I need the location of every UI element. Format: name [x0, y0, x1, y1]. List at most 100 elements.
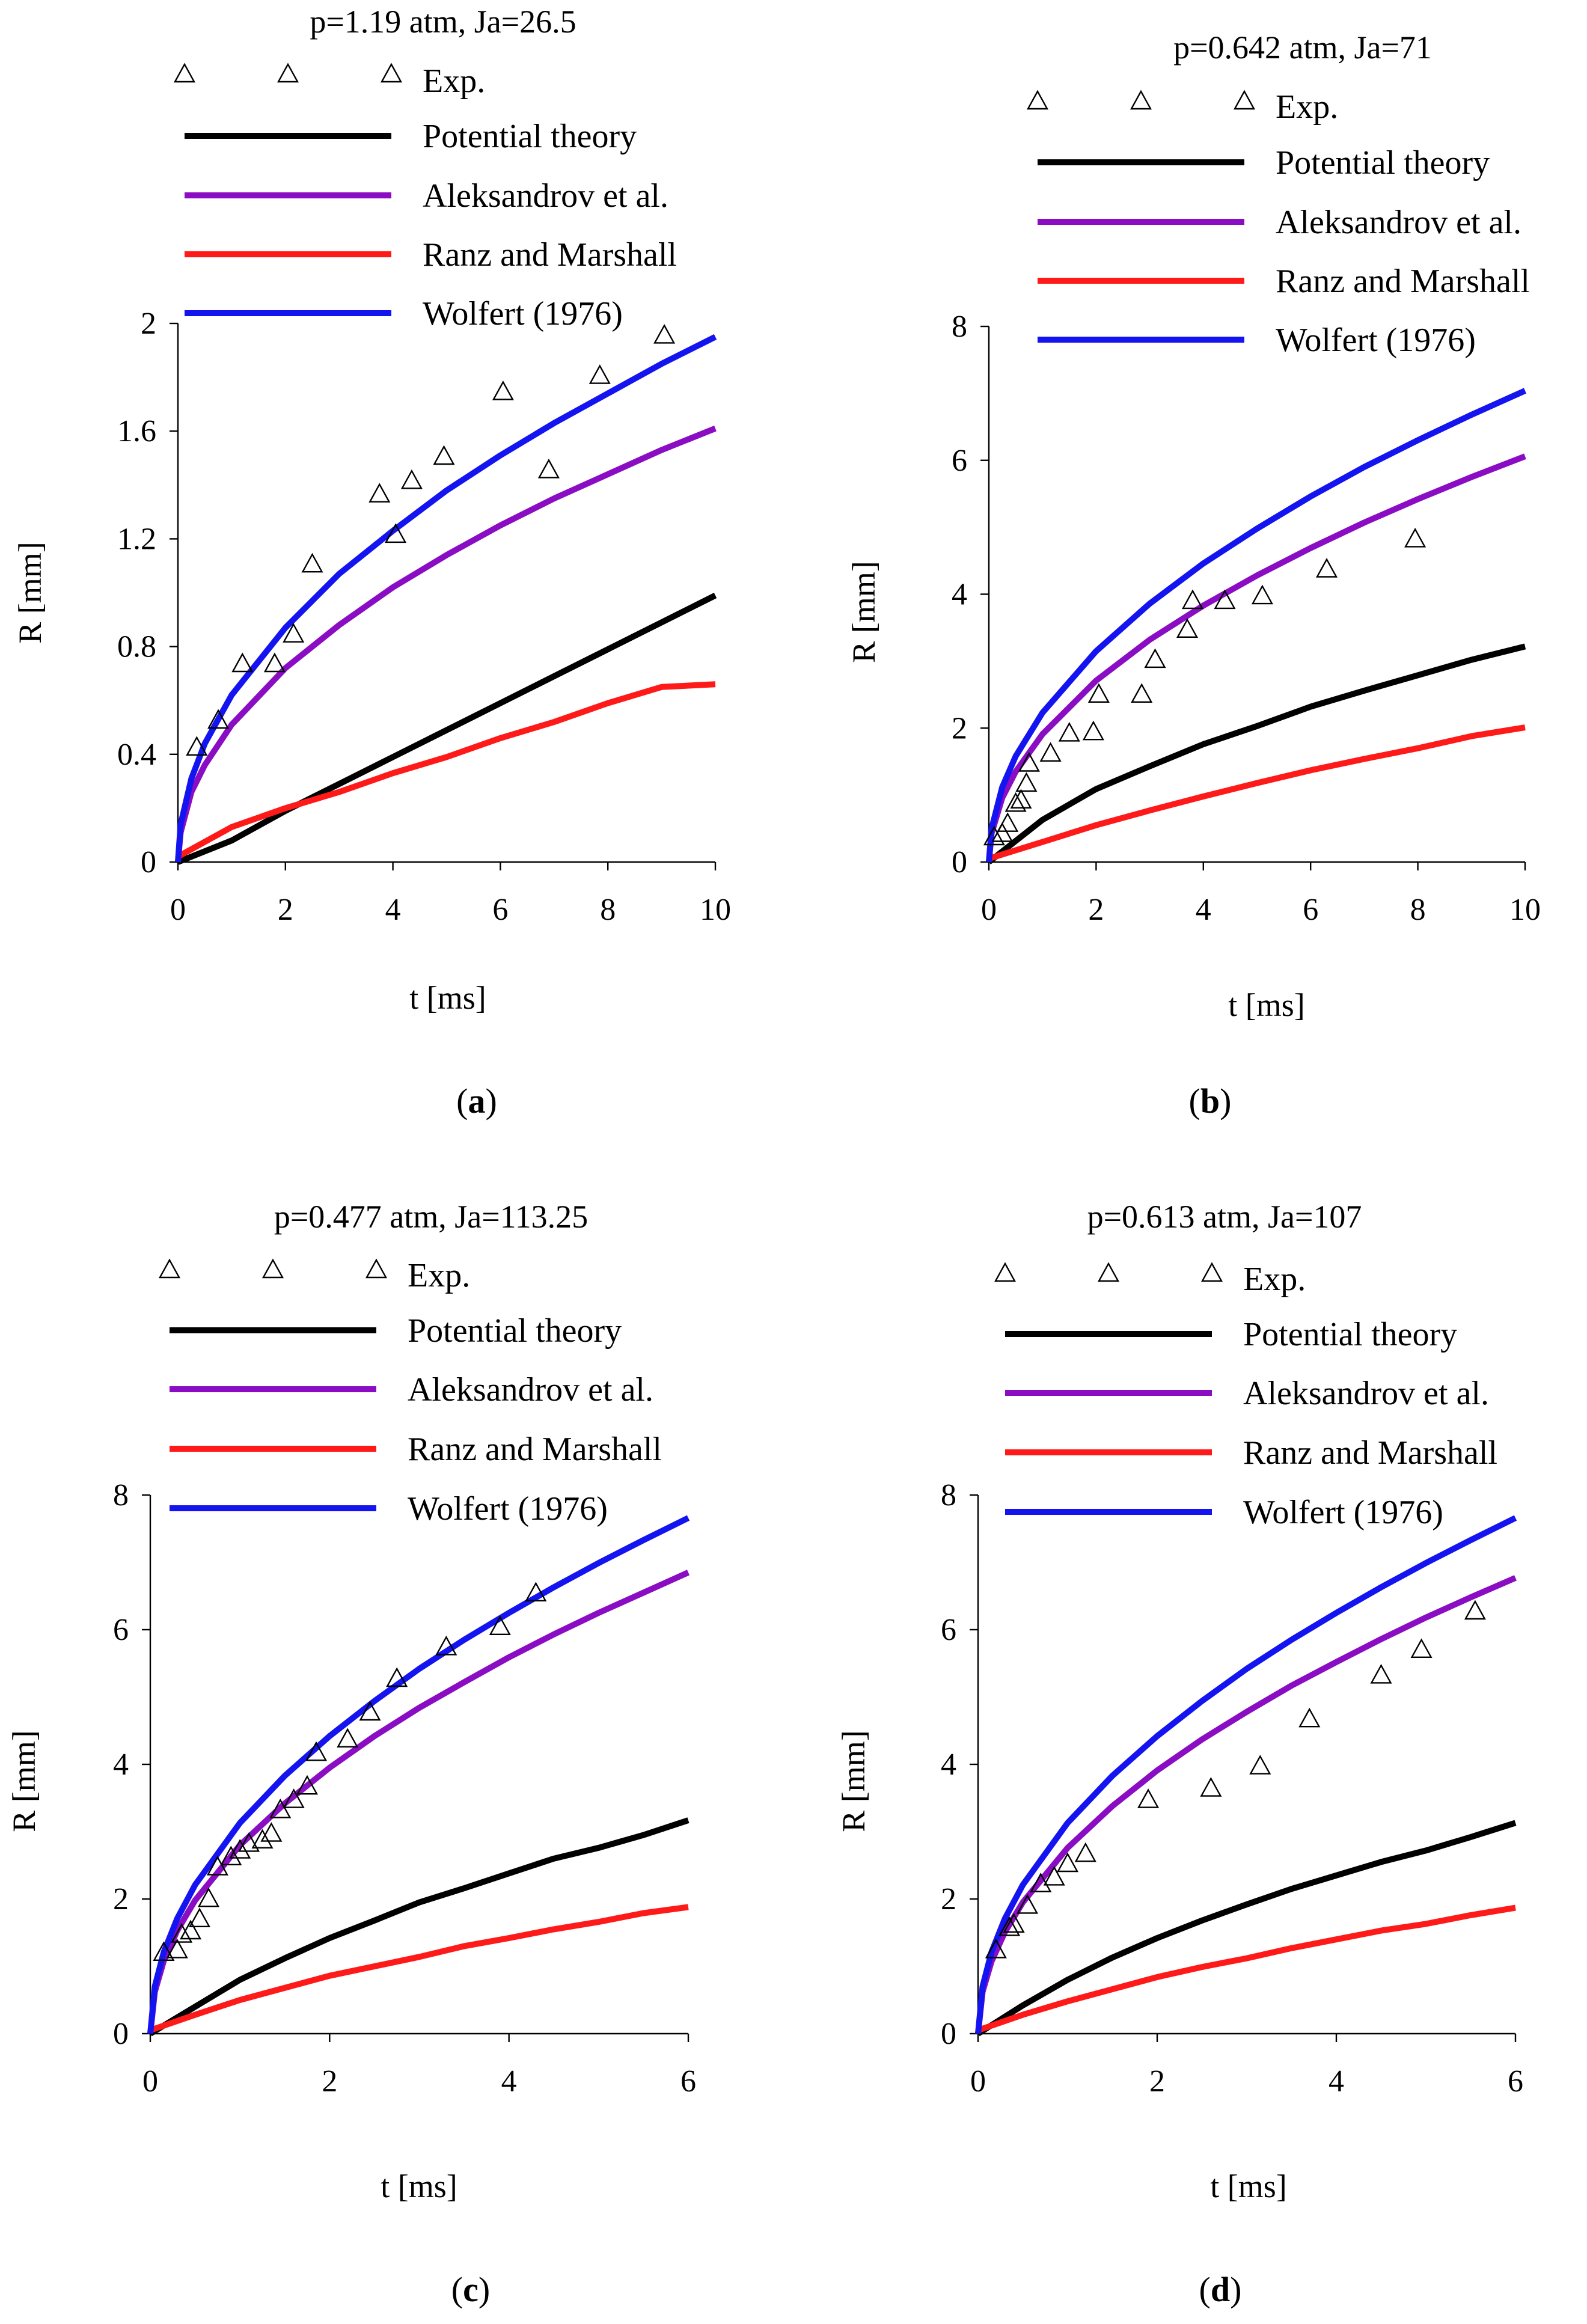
y-tick-label: 0 — [941, 2017, 956, 2051]
exp-point — [1016, 1894, 1039, 1914]
exp-point — [1056, 1852, 1079, 1873]
series-line-ranz — [977, 1904, 1516, 2034]
x-tick-label: 2 — [278, 893, 293, 927]
legend-label-aleksandrov: Aleksandrov et al. — [423, 177, 668, 215]
x-axis-title: t [ms] — [1210, 2168, 1287, 2204]
exp-point — [985, 1938, 1007, 1959]
x-tick-label: 6 — [1303, 893, 1318, 927]
exp-point — [1131, 683, 1153, 703]
x-tick-label: 0 — [142, 2064, 158, 2099]
x-tick-label: 2 — [1088, 893, 1104, 927]
x-tick-label: 4 — [1196, 893, 1211, 927]
exp-point — [166, 1938, 188, 1959]
exp-point — [1018, 752, 1040, 772]
legend: Exp. Potential theory Aleksandrov et al.… — [173, 63, 677, 332]
chart-title: p=0.642 atm, Ja=71 — [1173, 29, 1432, 66]
legend-exp-marker — [994, 1262, 1017, 1282]
series-line-aleksandrov — [986, 453, 1526, 863]
exp-point — [537, 458, 560, 479]
exp-point — [186, 736, 208, 756]
y-tick-label: 0 — [113, 2017, 129, 2051]
exp-point — [983, 825, 1005, 846]
y-axis-title: R [mm] — [12, 542, 48, 644]
series-line-potential — [177, 593, 717, 865]
series-line-aleksandrov — [147, 1570, 690, 2034]
y-tick-label: 0 — [141, 845, 156, 879]
exp-point — [1039, 742, 1062, 762]
exp-point — [180, 1919, 202, 1940]
series-line-wolfert — [986, 388, 1527, 863]
series-line-aleksandrov — [975, 1575, 1517, 2034]
x-tick-label: 2 — [322, 2064, 337, 2099]
exp-point — [207, 709, 230, 729]
panel-label: (c) — [451, 2270, 490, 2309]
y-tick-label: 6 — [952, 444, 967, 478]
exp-point — [997, 812, 1019, 832]
chart-panel-a: p=1.19 atm, Ja=26.5 Exp. Potential theor… — [12, 4, 731, 1121]
exp-point — [492, 381, 514, 400]
y-tick-label: 2 — [113, 1882, 129, 1916]
legend-exp-marker — [173, 63, 196, 83]
exp-point — [197, 1887, 220, 1907]
exp-point — [1010, 789, 1032, 809]
x-axis-title: t [ms] — [1228, 987, 1305, 1023]
chart-title: p=0.477 atm, Ja=113.25 — [274, 1199, 588, 1235]
exp-point — [525, 1582, 547, 1602]
exp-point — [998, 1916, 1021, 1936]
exp-point — [238, 1832, 260, 1852]
exp-point — [1370, 1663, 1392, 1684]
exp-point — [188, 1907, 211, 1928]
y-tick-label: 0.4 — [117, 738, 156, 772]
y-axis-title: R [mm] — [836, 1730, 872, 1832]
exp-point — [296, 1775, 319, 1795]
exp-point — [206, 1856, 228, 1876]
exp-point — [359, 1701, 381, 1721]
y-tick-label: 6 — [941, 1613, 956, 1647]
x-tick-label: 8 — [1410, 893, 1426, 927]
exp-point — [337, 1728, 359, 1748]
exp-point — [1082, 720, 1104, 741]
legend-label-potential: Potential theory — [423, 118, 637, 155]
legend-label-wolfert: Wolfert (1976) — [423, 295, 623, 332]
exp-point — [1214, 589, 1236, 610]
y-tick-label: 4 — [113, 1748, 129, 1782]
exp-point — [220, 1845, 242, 1866]
exp-point — [1251, 584, 1273, 605]
x-tick-label: 8 — [600, 893, 616, 927]
series-line-ranz — [176, 681, 716, 860]
exp-point — [1249, 1755, 1271, 1775]
exp-point — [435, 1635, 457, 1656]
y-tick-label: 8 — [113, 1478, 129, 1512]
legend-label-aleksandrov: Aleksandrov et al. — [408, 1371, 653, 1408]
x-tick-label: 6 — [492, 893, 508, 927]
exp-point — [269, 1798, 292, 1818]
y-tick-label: 2 — [141, 307, 156, 341]
exp-point — [1074, 1842, 1096, 1862]
legend-label-exp: Exp. — [1276, 88, 1338, 126]
exp-point — [283, 1788, 305, 1808]
exp-point — [1015, 772, 1038, 792]
plot-area: 0 2 4 6 8 0 2 4 6 — [113, 1478, 696, 2099]
legend-label-exp: Exp. — [423, 63, 485, 100]
series-line-wolfert — [147, 1515, 690, 2034]
y-tick-label: 1.6 — [117, 414, 156, 448]
exp-point — [1087, 683, 1110, 703]
legend-label-potential: Potential theory — [1276, 144, 1490, 182]
y-axis-title: R [mm] — [6, 1730, 42, 1832]
exp-point — [1176, 618, 1199, 638]
y-tick-label: 2 — [941, 1882, 956, 1916]
series-line-aleksandrov — [175, 426, 717, 863]
exp-point — [305, 1741, 328, 1761]
y-axis-title: R [mm] — [846, 561, 882, 663]
exp-point — [400, 469, 423, 489]
legend-label-exp: Exp. — [408, 1257, 470, 1294]
series-line-wolfert — [175, 334, 717, 863]
chart-title: p=0.613 atm, Ja=107 — [1087, 1199, 1362, 1235]
legend-exp-marker — [1026, 90, 1049, 110]
plot-area: 0 0.4 0.8 1.2 1.6 2 0 2 4 6 8 10 — [117, 307, 731, 927]
exp-point — [283, 623, 305, 643]
exp-point — [1298, 1707, 1321, 1728]
y-tick-label: 4 — [941, 1748, 956, 1782]
legend: Exp. Potential theory Aleksandrov et al.… — [994, 1261, 1497, 1531]
exp-point — [1410, 1638, 1433, 1659]
